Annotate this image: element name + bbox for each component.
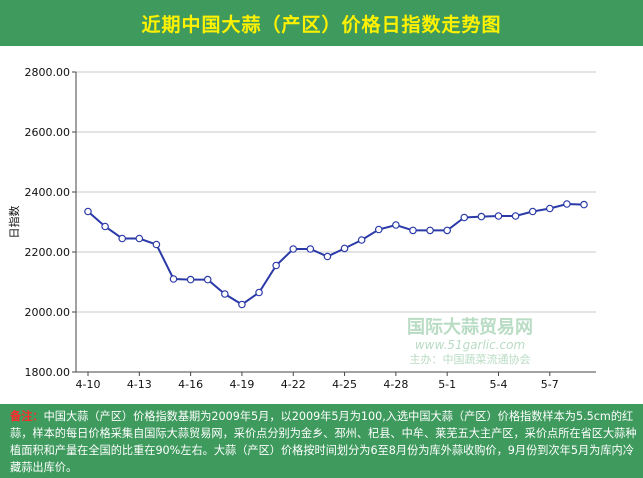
data-point — [186, 275, 195, 284]
note-box: 备注：中国大蒜（产区）价格指数基期为2009年5月，以2009年5月为100,入… — [0, 404, 643, 478]
y-tick-label: 2800.00 — [25, 66, 71, 79]
data-point — [323, 252, 332, 261]
y-tick-label: 2000.00 — [25, 306, 71, 319]
data-point — [118, 234, 127, 243]
axes — [75, 72, 596, 373]
x-tick-label: 4-22 — [281, 378, 306, 391]
data-point — [443, 226, 451, 235]
watermark-slogan: 主办：中国蔬菜流通协会 — [410, 352, 531, 366]
data-point — [528, 207, 537, 216]
y-tick-label: 2400.00 — [25, 186, 71, 199]
series-path — [87, 202, 585, 306]
series-line — [84, 200, 588, 309]
data-point — [580, 200, 588, 209]
y-tick-label: 2200.00 — [25, 246, 71, 259]
data-point — [84, 207, 92, 216]
data-point — [340, 244, 349, 253]
y-tick-label: 1800.00 — [25, 366, 71, 379]
note-label: 备注： — [10, 410, 44, 423]
watermark-url: www.51garlic.com — [415, 338, 525, 352]
x-tick-label: 4-10 — [76, 378, 101, 391]
data-point — [101, 222, 109, 231]
data-point — [169, 275, 178, 283]
data-point — [477, 212, 486, 221]
x-tick-label: 5-1 — [438, 378, 456, 391]
x-tick-label: 5-7 — [541, 378, 559, 391]
data-point — [392, 221, 400, 229]
data-point — [494, 212, 503, 220]
y-axis-label: 日指数 — [7, 206, 21, 239]
chart-title: 近期中国大蒜（产区）价格日指数走势图 — [141, 13, 502, 36]
data-point — [255, 288, 263, 297]
data-point — [272, 261, 280, 270]
watermark-brand: 国际大蒜贸易网 — [407, 316, 533, 338]
data-point — [426, 226, 434, 235]
x-tick-label: 4-19 — [229, 378, 254, 391]
data-point — [545, 204, 554, 213]
data-point — [203, 275, 212, 284]
data-point — [221, 290, 229, 298]
data-point — [563, 200, 571, 208]
data-point — [374, 225, 383, 234]
data-point — [357, 236, 366, 244]
data-point — [289, 245, 298, 253]
title-bar: 近期中国大蒜（产区）价格日指数走势图 — [0, 0, 643, 46]
x-tick-label: 5-4 — [489, 378, 507, 391]
x-tick-label: 4-13 — [127, 378, 152, 391]
data-point — [306, 245, 315, 253]
x-axis-ticks: 4-10 4-13 4-16 4-19 4-22 4-25 4-28 5-1 5-4 5-7 — [76, 372, 559, 391]
x-tick-label: 4-28 — [383, 378, 408, 391]
x-tick-label: 4-25 — [332, 378, 357, 391]
y-axis-ticks: 1800.00 2000.00 2200.00 2400.00 2600.00 2800.… — [25, 66, 76, 379]
y-tick-label: 2600.00 — [25, 126, 71, 139]
data-point — [460, 213, 469, 222]
data-point — [238, 300, 246, 309]
data-point — [409, 226, 417, 235]
note-text: 中国大蒜（产区）价格指数基期为2009年5月，以2009年5月为100,入选中国… — [10, 410, 637, 474]
x-tick-label: 4-16 — [178, 378, 203, 391]
data-point — [511, 212, 520, 220]
data-point — [135, 234, 144, 243]
data-point — [152, 240, 161, 249]
